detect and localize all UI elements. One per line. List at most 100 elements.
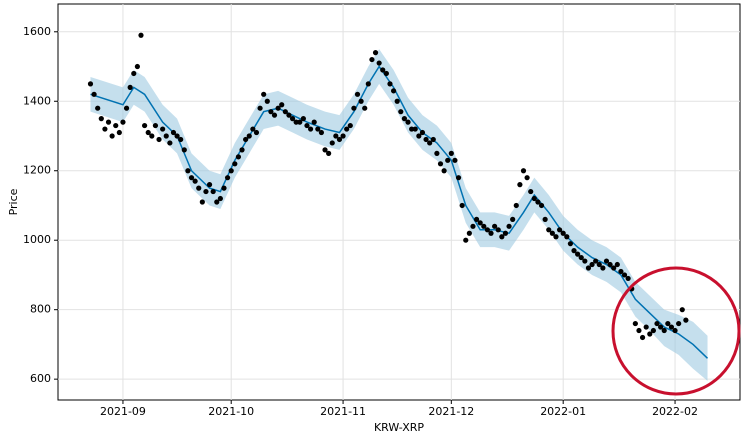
y-tick-label: 1400 [23, 94, 51, 107]
observed-point [683, 317, 689, 323]
observed-point [571, 248, 577, 254]
observed-point [336, 136, 343, 143]
observed-point [102, 126, 108, 132]
observed-point [333, 133, 339, 139]
observed-point [618, 268, 624, 275]
observed-point [437, 161, 444, 167]
observed-point [185, 168, 191, 174]
highlight-circle [611, 266, 741, 396]
observed-point [542, 216, 548, 222]
observed-point [224, 175, 231, 181]
observed-point [520, 168, 527, 174]
observed-point [665, 320, 671, 327]
observed-point [611, 265, 617, 271]
observed-point [318, 129, 325, 136]
observed-point [134, 63, 140, 70]
observed-point [131, 70, 137, 77]
observed-point [434, 150, 440, 156]
observed-point [445, 157, 451, 163]
observed-point [575, 251, 581, 257]
observed-point [178, 136, 184, 143]
observed-point [596, 261, 602, 268]
observed-point [643, 324, 649, 330]
observed-point [423, 136, 429, 143]
observed-point [297, 119, 303, 125]
observed-point [221, 185, 227, 191]
observed-point [376, 60, 382, 66]
observed-point [672, 327, 678, 334]
observed-point [524, 175, 530, 181]
x-tick-label: 2021-09 [100, 405, 146, 418]
observed-point [199, 199, 205, 205]
observed-point [668, 324, 675, 330]
observed-point [113, 122, 119, 129]
observed-point [351, 105, 357, 111]
x-axis-label: KRW-XRP [374, 421, 424, 434]
observed-point [282, 109, 288, 115]
observed-point [87, 81, 94, 87]
observed-point [109, 133, 115, 139]
observed-point [275, 105, 281, 111]
observed-point [145, 129, 151, 136]
observed-point [390, 88, 397, 94]
observed-point [210, 188, 216, 195]
observed-point [206, 182, 213, 188]
observed-point [676, 320, 682, 327]
plot-frame [57, 3, 741, 401]
y-tick-label: 800 [30, 303, 51, 316]
observed-point [398, 109, 404, 115]
observed-point [383, 70, 389, 77]
observed-point [416, 133, 422, 139]
observed-point [304, 122, 310, 129]
observed-point [589, 261, 595, 268]
observed-point [430, 136, 436, 143]
observed-point [506, 223, 512, 229]
observed-point [105, 119, 112, 125]
observed-point [658, 324, 664, 330]
observed-point [116, 129, 122, 136]
observed-point [484, 227, 491, 233]
line-layer [90, 65, 709, 359]
dot-layer [87, 32, 689, 341]
x-tick-label: 2022-02 [652, 405, 698, 418]
observed-point [463, 237, 469, 243]
observed-point [405, 119, 411, 125]
observed-point [556, 227, 563, 233]
observed-point [419, 129, 426, 136]
observed-point [600, 265, 606, 271]
observed-point [354, 91, 361, 97]
observed-point [380, 67, 386, 73]
observed-point [160, 126, 166, 132]
observed-point [369, 56, 375, 63]
observed-point [499, 234, 505, 240]
observed-point [459, 202, 465, 209]
observed-point [91, 91, 97, 97]
observed-point [621, 272, 628, 278]
observed-point [261, 91, 267, 97]
observed-point [531, 195, 537, 202]
observed-point [661, 327, 667, 334]
observed-point [289, 116, 296, 122]
observed-point [647, 331, 653, 337]
observed-point [167, 140, 173, 146]
observed-point [387, 81, 393, 87]
observed-point [340, 133, 346, 139]
observed-point [228, 168, 234, 174]
observed-point [455, 175, 462, 181]
observed-point [127, 84, 133, 90]
observed-point [279, 102, 285, 108]
x-tick-label: 2021-12 [428, 405, 474, 418]
observed-point [214, 199, 220, 205]
observed-point [492, 223, 498, 229]
y-tick-label: 1200 [23, 164, 51, 177]
observed-point [517, 182, 523, 188]
y-tick-label: 1600 [23, 25, 51, 38]
observed-point [358, 98, 364, 104]
observed-point [452, 157, 458, 163]
observed-point [448, 150, 454, 156]
uncertainty-band [90, 49, 708, 381]
observed-point [593, 258, 599, 264]
observed-point [603, 258, 610, 264]
observed-point [239, 147, 245, 153]
observed-point [95, 105, 101, 111]
